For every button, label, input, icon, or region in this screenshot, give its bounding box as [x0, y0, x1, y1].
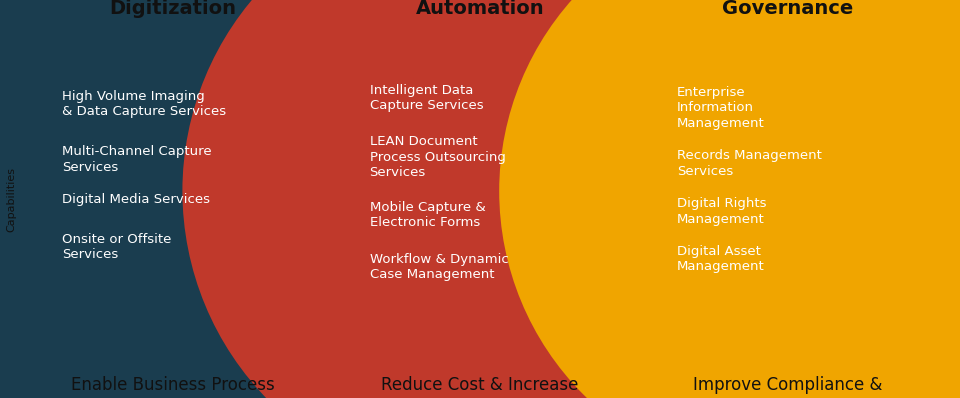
Text: Enterprise
Information
Management: Enterprise Information Management: [677, 86, 764, 130]
Ellipse shape: [0, 0, 461, 398]
Text: Multi-Channel Capture
Services: Multi-Channel Capture Services: [62, 145, 212, 174]
Text: Intelligent Data
Capture Services: Intelligent Data Capture Services: [370, 84, 483, 112]
Text: Digital Asset
Management: Digital Asset Management: [677, 245, 764, 273]
Text: Digital Rights
Management: Digital Rights Management: [677, 197, 766, 226]
Text: Workflow & Dynamic
Case Management: Workflow & Dynamic Case Management: [370, 253, 509, 281]
Text: LEAN Document
Process Outsourcing
Services: LEAN Document Process Outsourcing Servic…: [370, 135, 506, 179]
Text: Improve Compliance &
Increase Revenues: Improve Compliance & Increase Revenues: [692, 376, 882, 398]
Text: Reduce Cost & Increase
Accuracy: Reduce Cost & Increase Accuracy: [381, 376, 579, 398]
Text: Capabilities: Capabilities: [7, 166, 16, 232]
Text: Records Management
Services: Records Management Services: [677, 149, 822, 178]
Text: Automation: Automation: [416, 0, 544, 18]
Text: Digital Media Services: Digital Media Services: [62, 193, 210, 206]
Text: Onsite or Offsite
Services: Onsite or Offsite Services: [62, 233, 172, 261]
Text: High Volume Imaging
& Data Capture Services: High Volume Imaging & Data Capture Servi…: [62, 90, 227, 118]
Ellipse shape: [182, 0, 778, 398]
Ellipse shape: [499, 0, 960, 398]
Text: Enable Business Process
Transformation: Enable Business Process Transformation: [71, 376, 275, 398]
Text: Digitization: Digitization: [109, 0, 236, 18]
Text: Mobile Capture &
Electronic Forms: Mobile Capture & Electronic Forms: [370, 201, 486, 230]
Text: Governance: Governance: [722, 0, 852, 18]
